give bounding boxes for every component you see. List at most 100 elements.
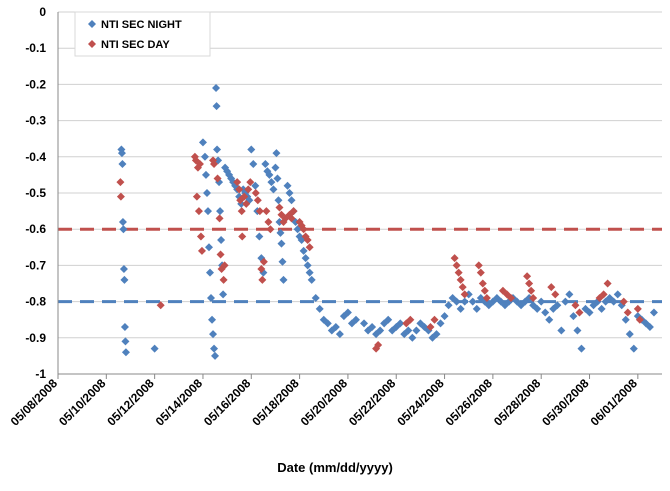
data-point xyxy=(525,293,534,302)
data-point xyxy=(619,297,628,306)
data-point xyxy=(408,333,417,342)
data-point xyxy=(249,160,258,169)
data-point xyxy=(575,308,584,317)
data-point xyxy=(305,268,314,277)
data-point xyxy=(213,174,222,183)
data-point xyxy=(208,315,217,324)
data-point xyxy=(305,243,314,252)
data-point xyxy=(311,293,320,302)
data-point xyxy=(545,315,554,324)
data-point xyxy=(120,275,129,284)
reference-lines xyxy=(58,227,662,304)
data-point xyxy=(266,225,275,234)
data-point xyxy=(315,304,324,313)
data-point xyxy=(289,207,298,216)
data-point xyxy=(150,344,159,353)
y-tick-label: -0.9 xyxy=(25,331,46,345)
data-point xyxy=(625,330,634,339)
data-point xyxy=(240,192,249,201)
data-point xyxy=(537,297,546,306)
legend-box xyxy=(74,11,211,57)
data-point xyxy=(264,217,273,226)
data-point xyxy=(251,189,260,197)
data-point xyxy=(207,293,216,302)
data-point xyxy=(210,344,219,353)
data-point xyxy=(272,149,281,158)
data-point xyxy=(119,265,128,274)
data-point xyxy=(482,293,491,302)
data-point xyxy=(206,268,215,277)
y-tick-label: -0.7 xyxy=(25,258,46,272)
data-point xyxy=(201,170,210,179)
data-point xyxy=(276,228,285,237)
data-point xyxy=(360,319,369,328)
data-point xyxy=(247,145,256,154)
data-point xyxy=(599,290,608,299)
data-point xyxy=(255,232,264,241)
data-point xyxy=(278,257,287,266)
data-point xyxy=(271,163,280,172)
legend-label: NTI SEC DAY xyxy=(101,39,170,51)
data-point xyxy=(119,225,128,234)
data-point xyxy=(220,261,229,270)
data-point xyxy=(440,312,449,321)
data-point xyxy=(376,326,385,335)
data-point xyxy=(277,239,286,248)
data-point xyxy=(452,261,461,270)
data-point xyxy=(299,246,308,255)
data-point xyxy=(504,297,513,306)
data-point xyxy=(527,286,536,295)
data-points xyxy=(116,84,658,360)
data-point xyxy=(285,189,294,197)
data-point xyxy=(216,207,225,216)
data-point xyxy=(121,348,130,357)
data-point xyxy=(629,344,638,353)
data-point xyxy=(597,304,606,313)
data-point xyxy=(432,330,441,339)
data-point xyxy=(233,178,242,187)
series-nti-sec-day xyxy=(116,152,644,353)
y-tick-label: -0.1 xyxy=(25,41,46,55)
data-point xyxy=(192,192,201,201)
y-tick-label: -0.6 xyxy=(25,222,46,236)
data-point xyxy=(478,279,487,288)
data-point xyxy=(565,290,574,299)
data-point xyxy=(269,185,278,194)
y-tick-label: -0.3 xyxy=(25,114,46,128)
data-point xyxy=(525,279,534,288)
data-point xyxy=(116,178,125,187)
data-point xyxy=(444,301,453,310)
data-point xyxy=(210,160,219,169)
data-point xyxy=(261,160,270,169)
data-point xyxy=(217,236,226,245)
axes xyxy=(57,12,662,379)
data-point xyxy=(267,178,276,187)
data-point xyxy=(219,275,228,284)
data-point xyxy=(623,308,632,317)
data-point xyxy=(585,308,594,317)
data-point xyxy=(212,84,221,93)
data-point xyxy=(196,232,205,241)
data-point xyxy=(335,330,344,339)
data-point xyxy=(200,152,209,161)
data-point xyxy=(235,185,244,194)
data-point xyxy=(456,275,465,284)
data-point xyxy=(244,185,253,194)
data-point xyxy=(194,207,203,216)
data-point xyxy=(561,297,570,306)
data-point xyxy=(253,196,262,205)
data-point xyxy=(551,290,560,299)
data-point xyxy=(209,330,218,339)
data-point xyxy=(573,326,582,335)
data-point xyxy=(450,254,459,263)
data-point xyxy=(237,207,246,216)
data-point xyxy=(287,196,296,205)
data-point xyxy=(436,319,445,328)
data-point xyxy=(203,207,212,216)
data-point xyxy=(480,286,489,295)
data-point xyxy=(307,275,316,284)
data-point xyxy=(452,297,461,306)
data-point xyxy=(121,337,130,346)
